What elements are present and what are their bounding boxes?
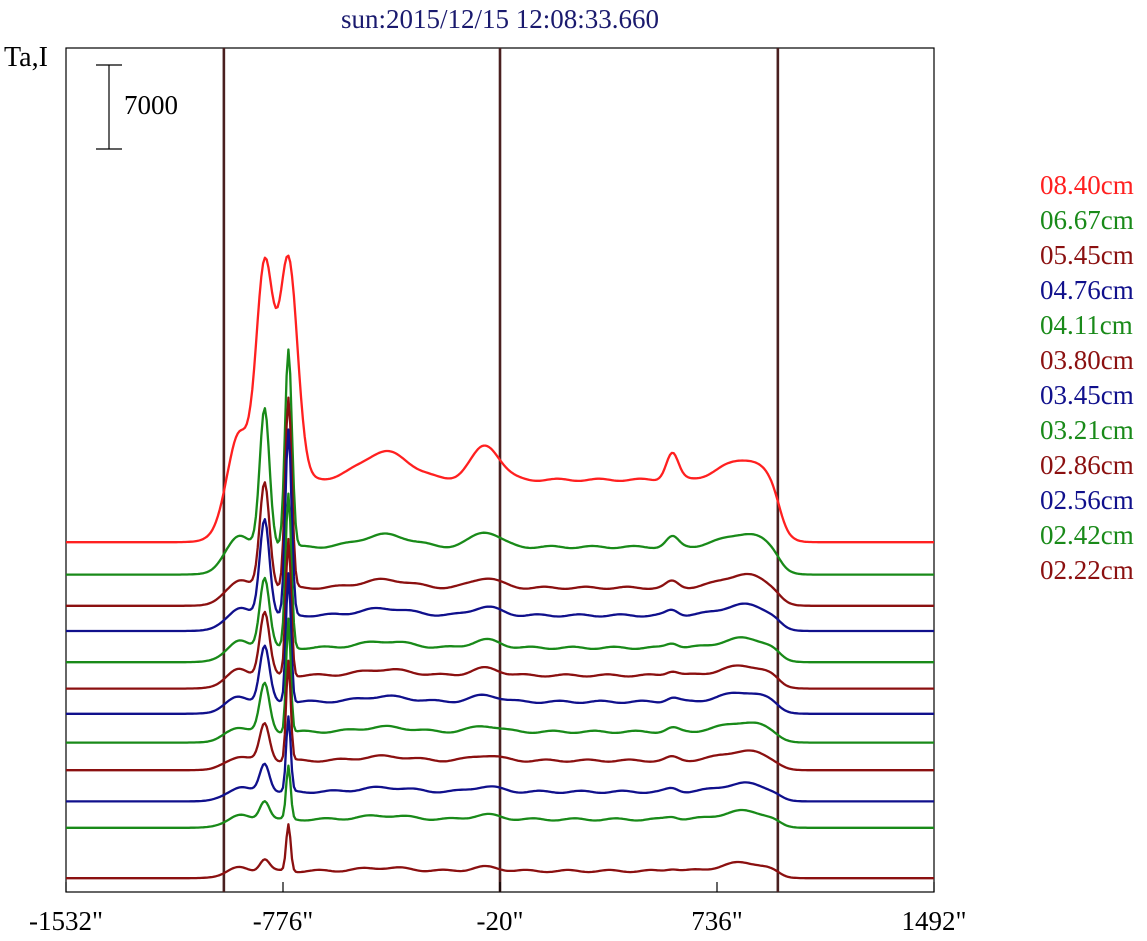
legend-entry-02.56cm: 02.56cm [1040, 485, 1134, 515]
chart-title: sun:2015/12/15 12:08:33.660 [341, 4, 659, 34]
x-tick-label-4: 1492" [901, 906, 966, 936]
x-axis-ticks: -1532" -776" -20" 736" 1492" [29, 882, 967, 936]
series-lines [66, 254, 934, 880]
legend-entry-05.45cm: 05.45cm [1040, 240, 1134, 270]
x-tick-label-0: -1532" [29, 906, 103, 936]
series-line-06.67cm [66, 348, 934, 576]
series-line-04.76cm [66, 428, 934, 633]
legend-entry-06.67cm: 06.67cm [1040, 205, 1134, 235]
scale-bar-label: 7000 [124, 90, 178, 120]
scale-bar [96, 64, 122, 150]
legend-entry-03.80cm: 03.80cm [1040, 345, 1134, 375]
legend-entry-02.42cm: 02.42cm [1040, 520, 1134, 550]
series-line-02.22cm [66, 823, 934, 880]
series-line-03.80cm [66, 537, 934, 690]
legend-entry-03.45cm: 03.45cm [1040, 380, 1134, 410]
legend-entry-03.21cm: 03.21cm [1040, 415, 1134, 445]
x-tick-label-1: -776" [253, 906, 314, 936]
series-line-05.45cm [66, 396, 934, 607]
legend-entry-08.40cm: 08.40cm [1040, 170, 1134, 200]
vertical-reference-lines [222, 48, 780, 892]
series-line-02.86cm [66, 659, 934, 772]
legend-entry-04.76cm: 04.76cm [1040, 275, 1134, 305]
x-tick-label-3: 736" [691, 906, 743, 936]
legend-entry-02.86cm: 02.86cm [1040, 450, 1134, 480]
legend-entry-04.11cm: 04.11cm [1040, 310, 1133, 340]
series-line-02.42cm [66, 764, 934, 829]
series-line-02.56cm [66, 715, 934, 803]
legend: 08.40cm 06.67cm 05.45cm 04.76cm 04.11cm 03.80… [1040, 170, 1134, 585]
series-line-03.45cm [66, 572, 934, 715]
series-line-03.21cm [66, 617, 934, 744]
series-line-04.11cm [66, 492, 934, 664]
series-line-08.40cm [66, 254, 934, 544]
y-axis-label: Ta,I [4, 42, 48, 73]
legend-entry-02.22cm: 02.22cm [1040, 555, 1134, 585]
x-tick-label-2: -20" [476, 906, 523, 936]
